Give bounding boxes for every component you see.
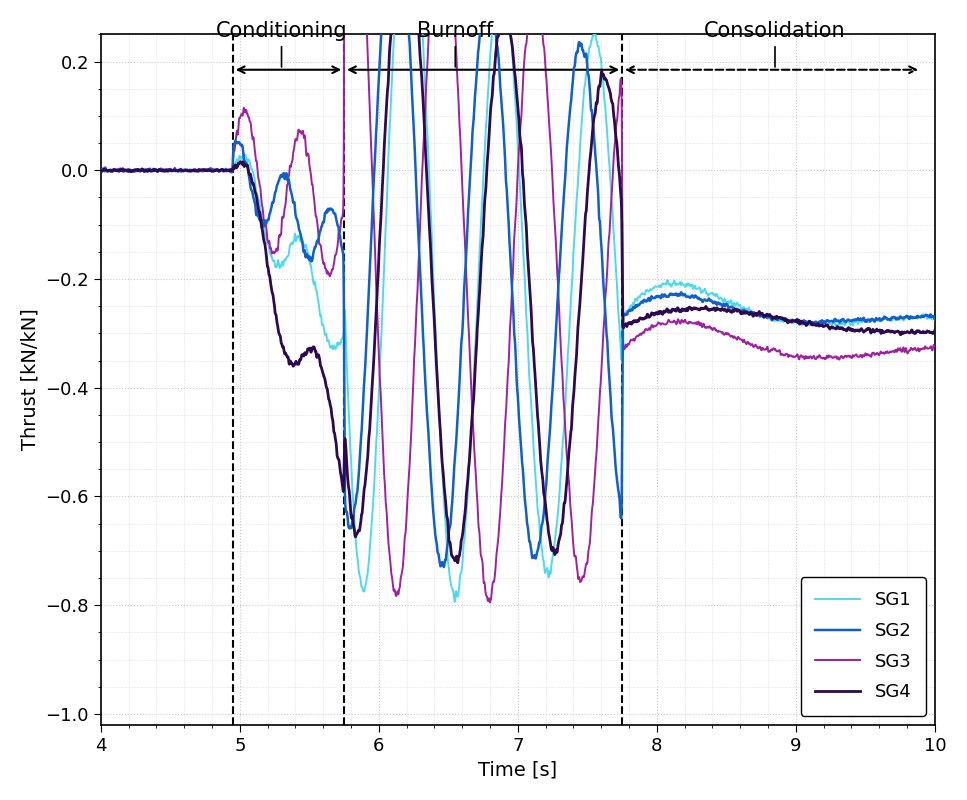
SG2 xyxy=(427,505,439,514)
SG2 xyxy=(496,103,508,113)
Text: Burnoff: Burnoff xyxy=(417,21,493,67)
SG2 xyxy=(438,562,450,572)
SG1 xyxy=(427,269,439,278)
Legend: SG1, SG2, SG3, SG4: SG1, SG2, SG3, SG4 xyxy=(801,577,925,716)
X-axis label: Time [s]: Time [s] xyxy=(479,760,557,779)
SG4 xyxy=(95,166,106,175)
SG3 xyxy=(496,481,508,490)
Line: SG2: SG2 xyxy=(101,0,935,567)
SG4 xyxy=(929,326,941,335)
SG1 xyxy=(601,132,613,142)
SG4 xyxy=(427,293,439,302)
SG3 xyxy=(261,232,273,242)
Text: Consolidation: Consolidation xyxy=(704,21,846,67)
SG1 xyxy=(261,238,273,247)
SG2 xyxy=(892,314,903,323)
SG4 xyxy=(261,259,273,269)
SG3 xyxy=(484,598,495,607)
Line: SG3: SG3 xyxy=(101,0,935,602)
SG4 xyxy=(601,79,613,89)
SG4 xyxy=(892,326,903,336)
SG1 xyxy=(892,313,903,322)
SG1 xyxy=(95,166,106,176)
Y-axis label: Thrust [kN/kN]: Thrust [kN/kN] xyxy=(21,309,40,450)
SG4 xyxy=(452,558,463,567)
SG2 xyxy=(929,314,941,324)
SG2 xyxy=(95,165,106,174)
SG3 xyxy=(95,166,106,176)
SG4 xyxy=(496,11,508,21)
Line: SG1: SG1 xyxy=(101,0,935,602)
SG1 xyxy=(371,417,383,426)
SG3 xyxy=(929,342,941,351)
SG4 xyxy=(371,281,383,290)
SG3 xyxy=(892,345,903,354)
SG2 xyxy=(601,338,613,347)
SG1 xyxy=(449,597,460,606)
SG2 xyxy=(371,99,383,109)
SG2 xyxy=(261,216,273,226)
Text: Conditioning: Conditioning xyxy=(216,21,347,67)
SG3 xyxy=(601,262,613,272)
SG3 xyxy=(372,318,384,328)
SG1 xyxy=(929,314,941,324)
Line: SG4: SG4 xyxy=(101,0,935,562)
